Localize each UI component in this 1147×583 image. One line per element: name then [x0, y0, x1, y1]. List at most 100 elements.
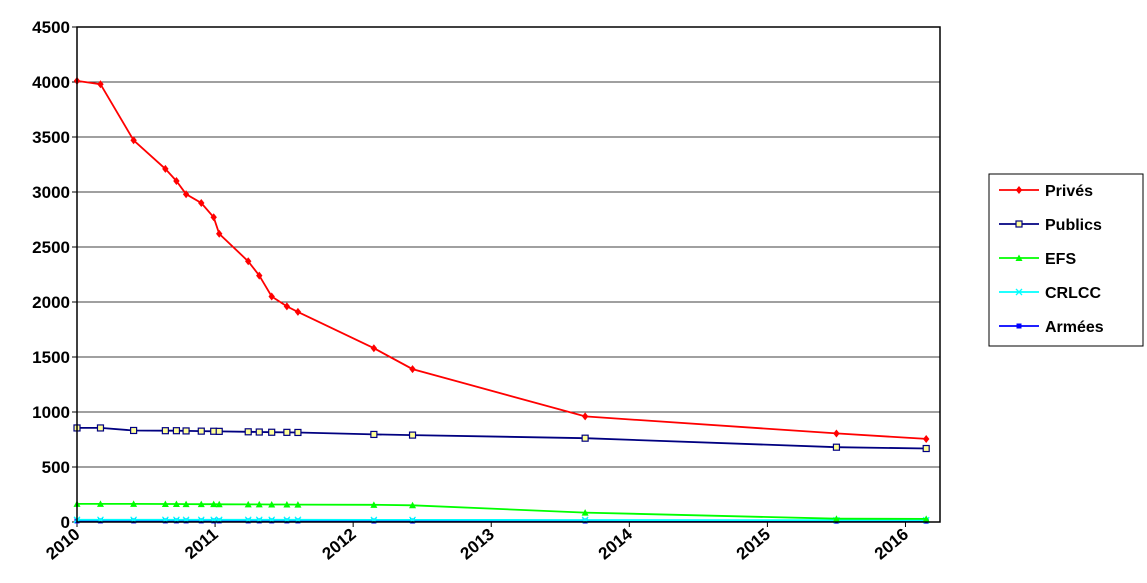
data-point: [832, 515, 840, 522]
x-tick-label: 2011: [181, 525, 221, 563]
y-tick-label: 3000: [32, 183, 70, 202]
series-priv-s: [73, 76, 930, 443]
data-point: [409, 501, 417, 509]
data-point: [172, 427, 181, 435]
data-point: [371, 518, 377, 524]
y-tick-label: 1500: [32, 348, 70, 367]
y-tick-label: 1000: [32, 403, 70, 422]
data-point: [173, 177, 180, 185]
data-point: [244, 500, 252, 508]
data-point: [210, 213, 217, 222]
data-point: [130, 500, 138, 507]
data-point: [96, 424, 105, 432]
data-point: [172, 500, 180, 507]
data-point: [1016, 323, 1022, 329]
data-point: [922, 434, 930, 443]
legend-item: Privés: [999, 183, 1093, 200]
data-point-stroke: [1015, 288, 1023, 296]
data-point: [833, 429, 840, 438]
x-axis-ticks: 2010 2011 2012 2013 2014 2015 2016: [42, 522, 912, 563]
data-point: [215, 500, 223, 508]
data-point: [182, 427, 190, 435]
data-point: [581, 434, 589, 442]
y-tick-label: 3500: [32, 128, 70, 147]
data-point: [269, 518, 275, 524]
data-point: [96, 500, 104, 507]
data-point: [211, 518, 217, 524]
y-tick-label: 2000: [32, 293, 70, 312]
data-point: [182, 190, 190, 199]
data-point: [130, 426, 138, 435]
data-point: [283, 501, 291, 508]
legend-item: EFS: [999, 251, 1076, 268]
data-point: [162, 518, 168, 524]
series-publics: [73, 424, 930, 453]
series-line: [76, 80, 927, 440]
data-point: [284, 518, 290, 524]
data-point: [1015, 220, 1023, 228]
data-point: [922, 444, 930, 453]
legend-label: CRLCC: [1045, 285, 1101, 302]
data-point: [294, 307, 302, 316]
data-point: [173, 518, 179, 524]
data-point: [210, 500, 218, 508]
data-point: [268, 501, 276, 508]
data-point: [409, 365, 416, 374]
data-point: [410, 518, 416, 524]
series-efs: [73, 500, 930, 522]
y-tick-label: 4000: [32, 73, 70, 92]
data-point: [256, 518, 262, 524]
data-point: [256, 271, 263, 280]
y-tick-label: 0: [61, 513, 70, 532]
y-tick-label: 4500: [32, 18, 70, 37]
plot-border: [76, 26, 941, 523]
data-point: [161, 427, 169, 435]
y-axis-ticks: 0 500 1000 1500 2000 2500 3000 3500 4000 4500: [32, 18, 77, 532]
data-point: [161, 500, 169, 507]
data-point: [283, 302, 291, 311]
data-point: [582, 518, 588, 524]
x-tick-label: 2015: [733, 525, 774, 564]
data-point: [295, 518, 301, 524]
data-point: [216, 518, 222, 524]
data-point: [245, 257, 252, 266]
x-tick-label: 2010: [42, 525, 83, 564]
data-point: [1015, 254, 1023, 261]
x-tick-label: 2013: [457, 525, 498, 564]
data-point: [370, 344, 378, 353]
data-point: [198, 199, 205, 207]
legend-label: Armées: [1045, 319, 1104, 336]
data-point: [198, 518, 204, 524]
data-point: [197, 427, 205, 435]
data-point: [832, 443, 841, 451]
data-point: [1015, 288, 1023, 296]
x-tick-label: 2012: [319, 525, 360, 564]
data-point: [245, 518, 251, 524]
x-tick-label: 2016: [871, 525, 912, 564]
data-point: [215, 427, 223, 435]
data-point: [283, 428, 291, 436]
series-layer: [73, 76, 930, 524]
legend-label: Publics: [1045, 217, 1102, 234]
data-point: [294, 501, 302, 508]
data-point: [581, 412, 589, 421]
y-tick-label: 500: [42, 458, 70, 477]
data-point: [162, 164, 169, 173]
data-point: [216, 229, 223, 238]
gridlines: [77, 26, 940, 468]
x-tick-label: 2014: [595, 524, 637, 563]
data-point: [268, 292, 275, 301]
data-point: [182, 500, 190, 508]
data-point: [294, 428, 302, 437]
legend: Privés Publics EFS CRLCC Armées: [988, 173, 1144, 347]
data-point: [370, 501, 378, 508]
data-point: [131, 518, 137, 524]
y-tick-label: 2500: [32, 238, 70, 257]
legend-box: [988, 173, 1144, 347]
data-point: [130, 136, 137, 145]
legend-label: EFS: [1045, 251, 1076, 268]
data-point: [97, 80, 104, 89]
series-line: [77, 502, 927, 520]
legend-item: Armées: [999, 319, 1104, 336]
